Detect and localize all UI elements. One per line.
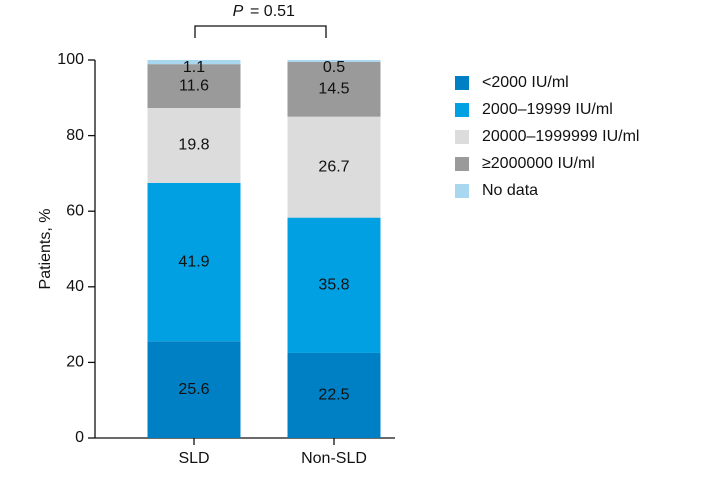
legend-swatch: [455, 184, 469, 198]
y-tick-label: 100: [57, 51, 84, 68]
bracket: [194, 25, 327, 38]
y-axis-label: Patients, %: [37, 209, 54, 290]
legend-swatch: [455, 76, 469, 90]
x-tick-label: SLD: [178, 450, 209, 467]
data-label: 22.5: [318, 387, 349, 404]
y-tick-label: 80: [66, 127, 84, 144]
bar-segment: [287, 60, 381, 62]
legend-label: 2000–19999 IU/ml: [482, 101, 613, 118]
legend-swatch: [455, 157, 469, 171]
bar-segment: [147, 60, 241, 65]
data-label: 0.5: [323, 59, 345, 76]
legend-swatch: [455, 130, 469, 144]
data-label: 25.6: [178, 381, 209, 398]
data-label: 1.1: [183, 59, 205, 76]
bar-segment: [147, 341, 241, 438]
x-tick-label: Non-SLD: [301, 450, 367, 467]
y-tick-label: 20: [66, 354, 84, 371]
y-tick-label: 0: [75, 429, 84, 446]
bar-segment: [287, 61, 381, 117]
p-label: P: [233, 3, 244, 20]
bar-segment: [147, 182, 241, 342]
y-tick-label: 40: [66, 278, 84, 295]
bar-segment: [287, 352, 381, 438]
data-label: 41.9: [178, 253, 209, 270]
bar-segment: [287, 217, 381, 353]
data-label: 19.8: [178, 137, 209, 154]
data-label: 26.7: [318, 158, 349, 175]
legend-label: ≥2000000 IU/ml: [482, 155, 595, 172]
data-label: 14.5: [318, 81, 349, 98]
bar-segment: [147, 108, 241, 183]
legend-label: No data: [482, 182, 538, 199]
bar-segment: [287, 116, 381, 218]
data-label: 35.8: [318, 277, 349, 294]
legend-swatch: [455, 103, 469, 117]
legend-label: 20000–1999999 IU/ml: [482, 128, 639, 145]
p-value: = 0.51: [250, 3, 295, 20]
data-label: 11.6: [179, 77, 209, 94]
bar-segment: [147, 64, 241, 109]
legend-label: <2000 IU/ml: [482, 74, 569, 91]
y-tick-label: 60: [66, 202, 84, 219]
